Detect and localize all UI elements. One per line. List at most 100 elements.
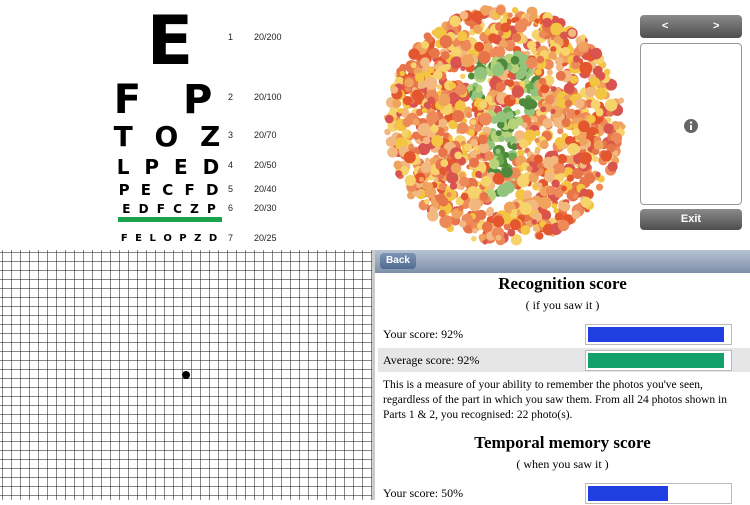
plate-dot [567,143,580,156]
plate-dot [438,118,448,128]
plate-dot [517,148,525,157]
plate-dot [566,174,575,182]
acuity: 20/50 [254,160,277,171]
plate-dot [480,5,491,16]
plate-dot [578,41,589,52]
plate-dot [550,86,557,92]
plate-dot [550,22,563,36]
section-title: Recognition score [498,274,627,293]
plate-dot [496,121,505,129]
plate-dot [491,226,505,240]
plate-dot [549,217,557,225]
plate-dot [533,154,543,164]
plate-dot [437,173,444,181]
plate-dot [588,126,598,136]
color-plate [383,4,626,246]
back-button[interactable]: Back [380,253,416,269]
plate-dot [509,135,517,143]
plate-dot [507,118,520,130]
plate-dot [424,76,438,90]
plate-dot [534,68,542,76]
plate-dot [514,16,520,22]
plate-dot [495,148,501,154]
plate-dot [595,171,601,178]
plate-dot [535,95,542,102]
description: This is a measure of your ability to rem… [383,379,727,421]
plate-dot [600,150,613,162]
info-icon[interactable] [683,118,699,134]
plate-dot [545,185,556,196]
plate-dot [395,170,403,178]
plate-dot [571,210,581,220]
plate-dot [438,209,446,218]
plate-dot [532,225,539,232]
plate-dot [479,100,488,109]
plate-dot [438,196,449,207]
plate-dot [426,35,434,44]
plate-dot [455,197,464,206]
plate-dot [563,83,575,94]
plate-dot [520,225,531,235]
plate-dot [501,166,513,178]
plate-dot [554,212,564,222]
plate-dot [536,182,543,189]
chart-letters: F E L O P Z D [120,233,220,244]
plate-dot [410,62,417,69]
plate-dot [479,112,492,126]
plate-dot [459,176,470,187]
plate-dot [532,49,538,55]
plate-dot [460,40,472,52]
plate-dot [459,10,469,20]
plate-dot [390,86,399,94]
plate-dot [416,108,424,116]
plate-dot [439,215,453,229]
toolbar: Back [375,250,750,273]
score-label: Average score: 92% [383,353,480,367]
plate-dot [478,134,488,145]
plate-dot [590,99,601,110]
plate-dot [424,198,430,205]
exit-button[interactable]: Exit [640,209,742,230]
acuity: 20/30 [254,203,277,214]
plate-dot [572,193,578,199]
plate-dot [534,137,540,143]
plate-dot [511,209,518,216]
plate-dot [595,183,604,191]
plate-dot [498,30,504,37]
plate-dot [519,63,528,72]
plate-dot [385,136,397,148]
prev-button[interactable]: < [662,20,669,32]
plate-dot [580,34,586,40]
plate-dot [478,142,490,154]
plate-dot [595,109,604,117]
plate-dot [437,93,451,107]
plate-dot [560,31,568,40]
plate-dot [384,114,394,124]
plate-dot [387,146,398,158]
plate-dot [507,72,513,79]
plate-dot [509,219,521,231]
plate-dot [495,81,506,92]
plate-dot [468,129,475,137]
plate-dot [431,134,444,147]
plate-dot [423,101,432,110]
plate-dot [526,165,533,172]
plate-dot [610,132,623,144]
plate-dot [408,143,415,150]
plate-dot [467,72,475,80]
plate-dot [542,17,552,28]
plate-dot [499,39,508,49]
plate-dot [460,65,466,71]
plate-dot [460,54,474,68]
plate-dot [427,66,435,74]
plate-dot [424,186,437,199]
plate-dot [538,196,552,210]
plate-dot [523,129,537,142]
plate-dot [536,55,545,64]
next-button[interactable]: > [713,20,720,32]
plate-dot [399,70,406,77]
plate-dot [589,77,601,88]
plate-dot [572,122,579,129]
plate-dot [456,31,468,42]
